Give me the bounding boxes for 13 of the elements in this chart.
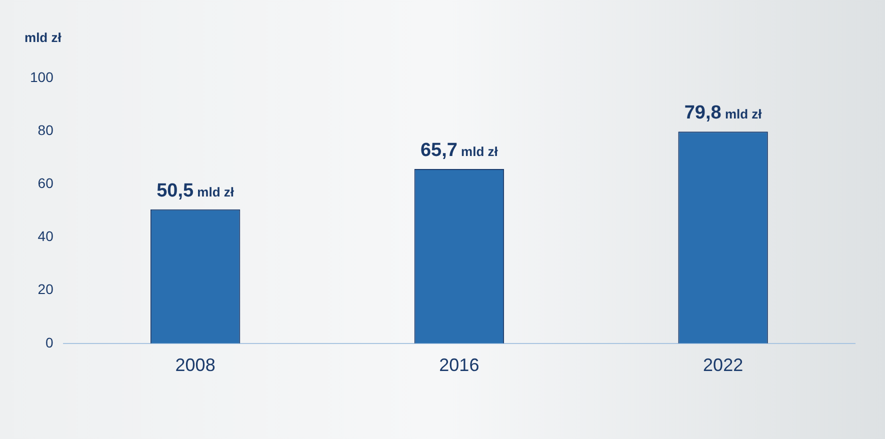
y-tick-label: 100 [30,68,54,85]
y-tick-label: 80 [38,122,54,138]
x-tick-label: 2016 [439,355,480,376]
y-tick-label: 20 [38,281,54,298]
x-tick-label: 2022 [703,355,744,376]
y-axis-title: mld zł [24,30,62,45]
y-tick-label: 60 [38,175,54,192]
data-label: 50,5 mld zł [156,180,234,202]
y-tick-label: 40 [38,228,54,244]
data-label: 79,8 mld zł [684,102,762,124]
x-tick-label: 2008 [175,355,216,376]
data-label: 65,7 mld zł [420,140,498,162]
y-tick-label: 0 [46,334,54,350]
